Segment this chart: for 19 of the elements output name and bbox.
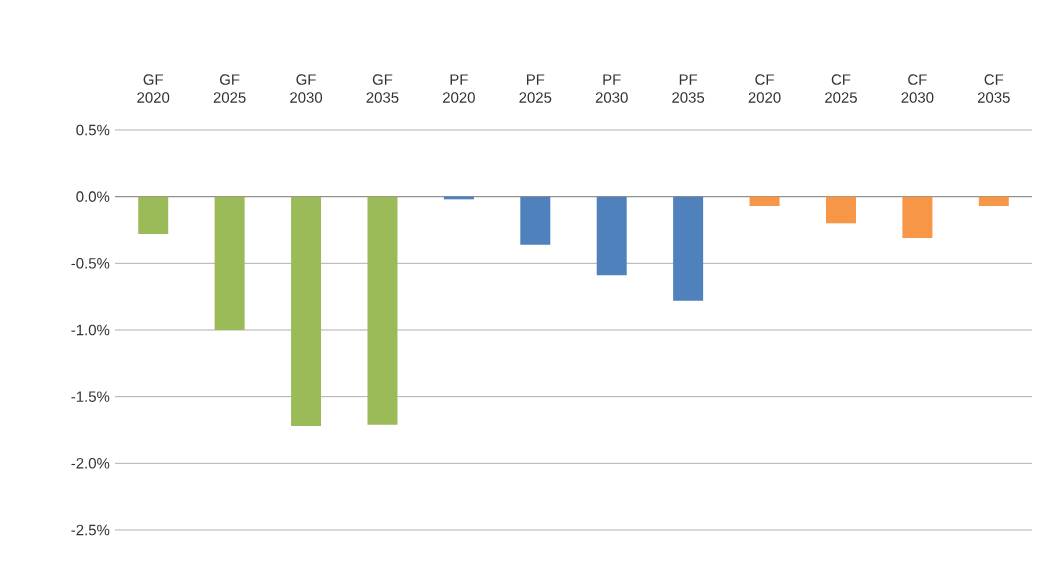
x-tick-label: PF 2025 — [519, 74, 552, 103]
x-tick-label: PF 2020 — [443, 74, 475, 103]
y-tick-label: -2.5% — [71, 524, 110, 536]
x-tick-label: CF 2030 — [901, 74, 934, 103]
x-tick-label: PF 2030 — [595, 74, 628, 103]
x-tick-label: GF 2030 — [290, 74, 323, 103]
y-tick-label: -0.5% — [71, 258, 110, 269]
y-tick-label: -1.5% — [71, 391, 110, 402]
y-tick-label: -1.0% — [71, 324, 110, 336]
x-tick-label: GF 2020 — [137, 74, 170, 103]
y-tick-label: -2.0% — [71, 458, 110, 469]
y-tick-label: 0.0% — [76, 191, 110, 202]
y-tick-label: 0.5% — [76, 124, 110, 136]
x-tick-label: GF 2025 — [213, 74, 246, 103]
x-tick-label: GF 2035 — [366, 74, 399, 103]
x-tick-label: PF 2035 — [672, 74, 705, 103]
x-tick-label: CF 2020 — [748, 74, 781, 103]
x-tick-label: CF 2035 — [977, 74, 1010, 103]
x-tick-label: CF 2025 — [825, 74, 857, 103]
